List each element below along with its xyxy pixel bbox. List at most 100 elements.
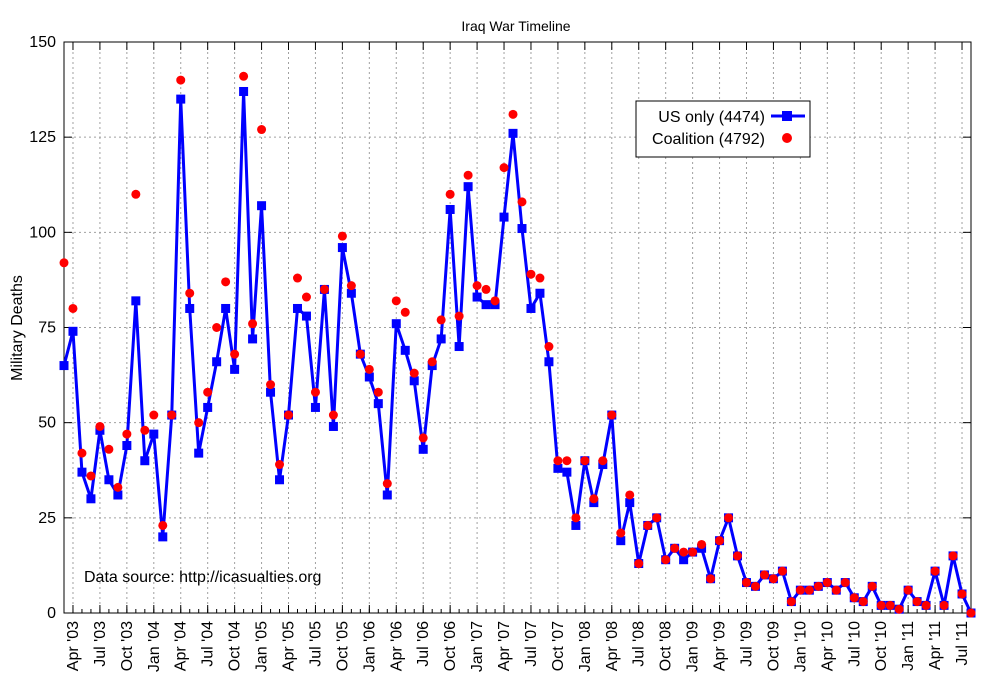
us-point [212, 357, 222, 367]
x-tick-label: Apr '09 [712, 621, 729, 671]
coalition-point [463, 170, 473, 180]
x-tick-label: Jan '11 [900, 621, 917, 671]
coalition-point [59, 258, 69, 268]
us-point [104, 475, 114, 485]
coalition-point [481, 284, 491, 294]
us-point [248, 334, 258, 344]
coalition-point [876, 600, 886, 610]
coalition-point [742, 578, 751, 588]
y-axis: 0 25 50 75 100 125 150 [29, 34, 971, 622]
coalition-point [221, 277, 231, 287]
coalition-point [454, 311, 464, 321]
x-tick-label: Jul '03 [92, 621, 109, 667]
coalition-point [544, 342, 554, 352]
us-point [463, 182, 473, 192]
coalition-point [248, 319, 258, 329]
coalition-point [858, 597, 868, 607]
us-point [445, 204, 455, 214]
us-point [679, 555, 689, 565]
data-source-annotation: Data source: http://icasualties.org [84, 569, 321, 586]
x-tick-label: Apr '06 [388, 621, 405, 671]
coalition-point [885, 600, 895, 610]
coalition-point [733, 551, 743, 561]
us-point [418, 444, 428, 454]
coalition-point [670, 543, 680, 553]
us-point [122, 441, 132, 451]
coalition-point [328, 410, 338, 420]
coalition-point [625, 490, 635, 500]
x-tick-label: Oct '06 [442, 621, 459, 671]
coalition-point [149, 410, 159, 420]
us-point [230, 364, 240, 374]
coalition-point [445, 189, 455, 199]
coalition-point [275, 460, 285, 470]
coalition-point [697, 539, 707, 549]
x-tick-label: Jul '06 [415, 621, 432, 667]
x-tick-label: Jul '10 [846, 621, 863, 667]
coalition-point [768, 574, 778, 584]
coalition-point [104, 444, 114, 454]
y-tick-label: 50 [38, 415, 56, 432]
us-point [400, 345, 410, 355]
coalition-point [167, 410, 177, 420]
us-point [292, 303, 302, 313]
x-tick-label: Apr '11 [927, 621, 944, 670]
coalition-point [580, 456, 590, 466]
y-tick-label: 125 [29, 129, 56, 146]
us-point [526, 303, 536, 313]
coalition-point [346, 281, 356, 291]
coalition-point [95, 421, 105, 431]
coalition-point [301, 292, 311, 302]
us-point [454, 342, 464, 352]
coalition-point [68, 303, 78, 313]
y-axis-label: Military Deaths [9, 275, 26, 381]
coalition-point [113, 482, 123, 492]
coalition-point [894, 604, 904, 614]
x-tick-label: Apr '10 [819, 621, 836, 671]
us-point [481, 300, 491, 310]
coalition-point [921, 600, 931, 610]
y-tick-label: 150 [29, 34, 56, 51]
x-tick-label: Oct '07 [550, 621, 567, 671]
x-tick-label: Jan '10 [792, 621, 809, 672]
x-tick-label: Apr '08 [604, 621, 621, 671]
us-point [149, 429, 159, 439]
x-tick-label: Jan '05 [254, 621, 271, 672]
y-tick-label: 75 [38, 320, 56, 337]
chart-title: Iraq War Timeline [461, 18, 570, 34]
us-point [625, 498, 635, 508]
us-point [553, 463, 563, 473]
us-point [113, 490, 123, 500]
y-tick-label: 25 [38, 510, 56, 527]
coalition-point [310, 387, 320, 397]
coalition-point [239, 71, 249, 81]
legend: US only (4474) Coalition (4792) [635, 100, 811, 158]
coalition-point [661, 555, 671, 565]
coalition-point [266, 380, 276, 390]
us-point [346, 288, 356, 298]
us-point [301, 311, 311, 321]
coalition-point [607, 410, 617, 420]
us-point [185, 303, 195, 313]
coalition-point [777, 566, 787, 576]
x-tick-label: Apr '05 [281, 621, 298, 671]
x-tick-label: Jan '08 [577, 621, 594, 672]
coalition-point [131, 189, 141, 199]
us-point [571, 520, 581, 530]
coalition-point [706, 574, 716, 584]
us-point [517, 224, 527, 234]
coalition-point [589, 494, 599, 504]
coalition-point [230, 349, 240, 359]
coalition-point [409, 368, 419, 378]
coalition-point [643, 520, 653, 530]
x-tick-label: Apr '03 [65, 621, 82, 671]
coalition-point [203, 387, 213, 397]
x-tick-label: Oct '08 [658, 621, 675, 671]
us-point [382, 490, 392, 500]
coalition-point [652, 513, 662, 523]
coalition-point [724, 513, 734, 523]
us-point [310, 402, 320, 412]
x-tick-label: Oct '03 [119, 621, 136, 671]
coalition-point [867, 581, 877, 591]
